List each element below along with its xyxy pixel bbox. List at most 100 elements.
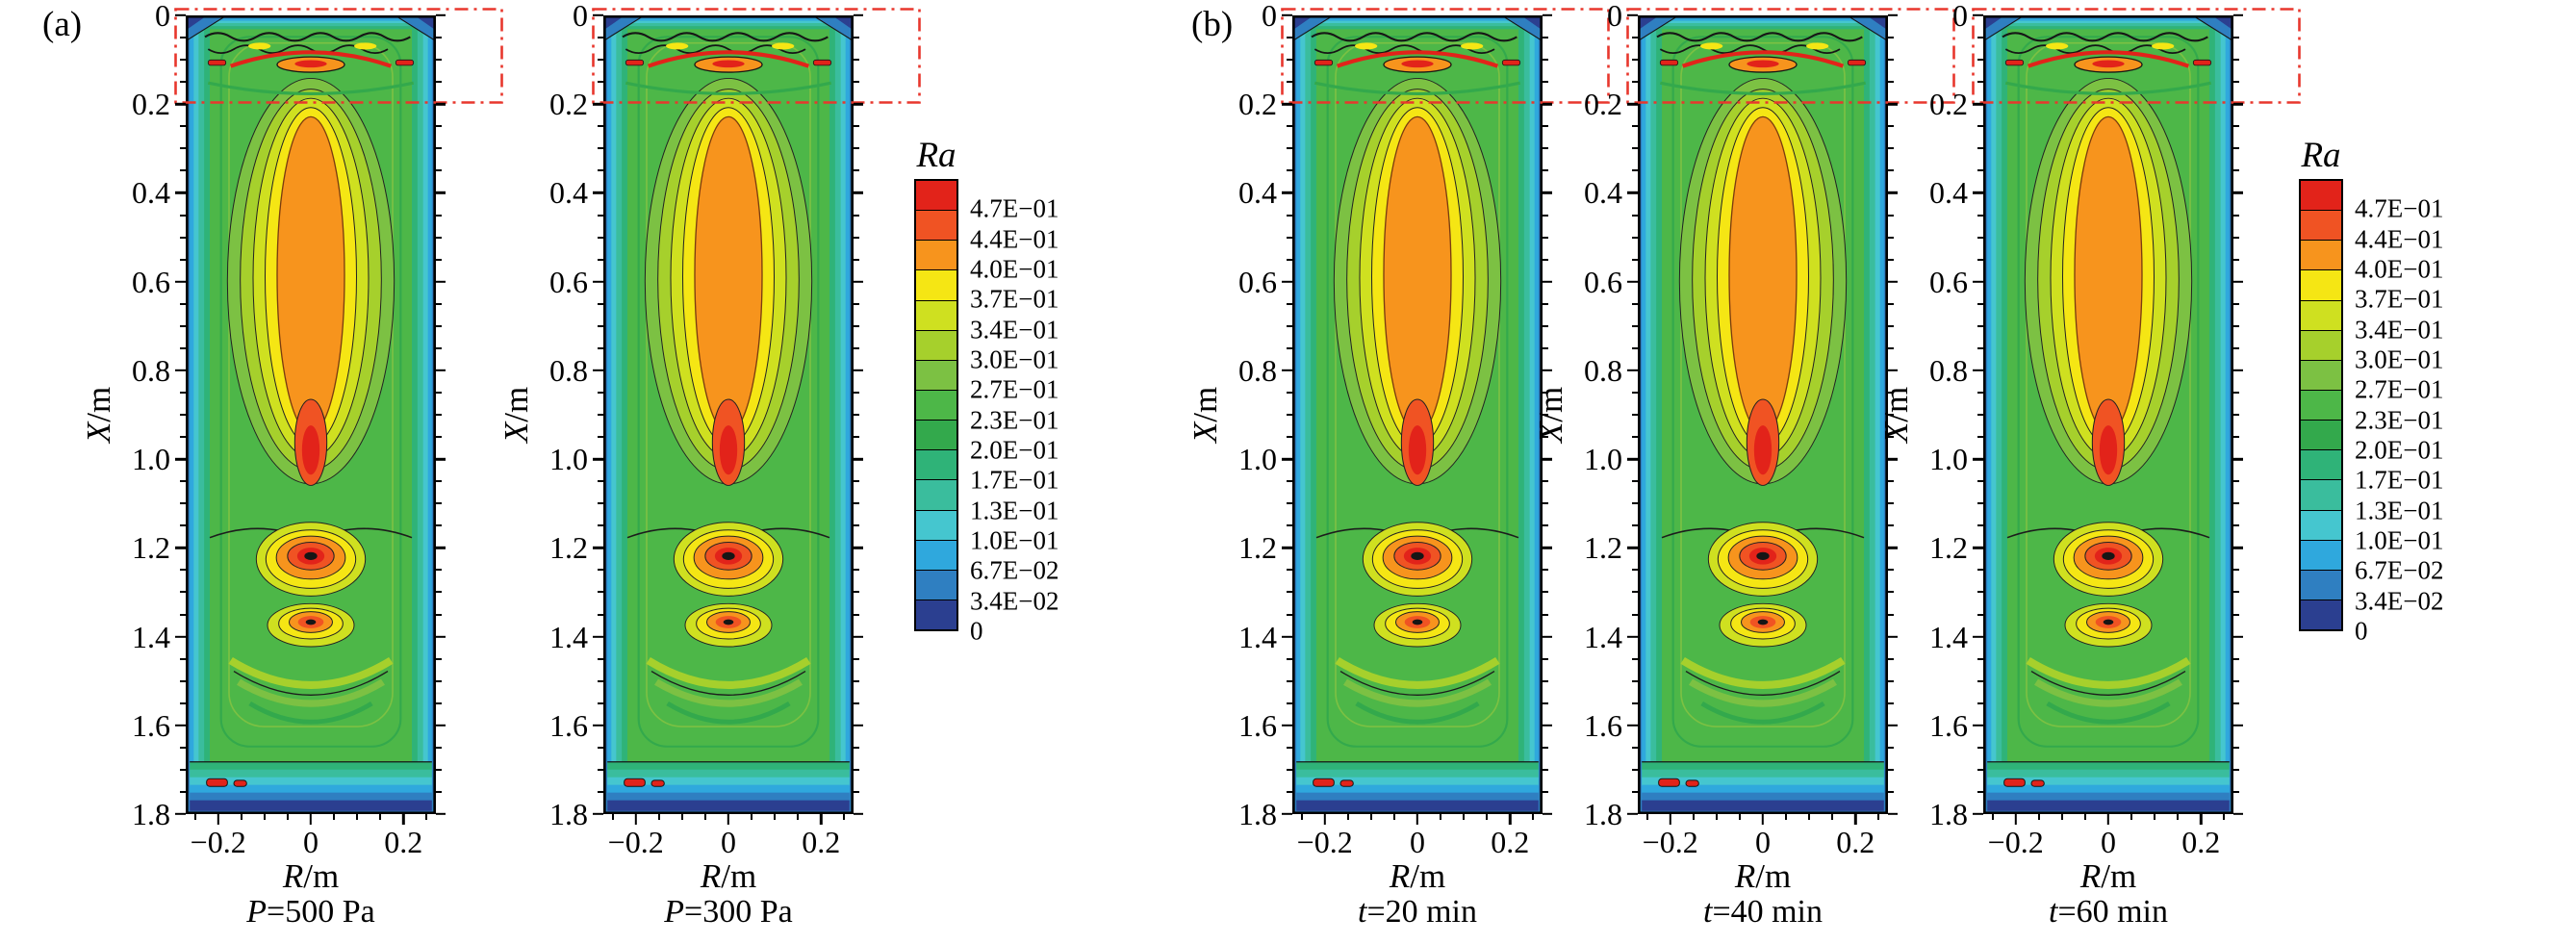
contour-field xyxy=(1292,15,1543,814)
y-axis-tick xyxy=(1543,702,1548,704)
y-axis-tick xyxy=(854,125,859,128)
y-tick-label: 0.2 xyxy=(132,87,170,122)
y-axis-tick xyxy=(180,302,186,305)
y-axis: 0 0.2 0.4 0.6 0.8 1.0 1.2 1.4 1.6 1.8 xyxy=(118,0,186,829)
y-axis-tick xyxy=(1888,746,1894,749)
colorbar-tick-label: 6.7E−02 xyxy=(970,555,1059,585)
y-axis-tick xyxy=(436,502,442,505)
y-axis-variable: X xyxy=(497,421,535,444)
y-axis-tick xyxy=(854,13,863,17)
y-axis-tick xyxy=(1627,103,1638,106)
y-axis-tick xyxy=(1282,724,1292,727)
y-axis-right xyxy=(1888,13,1901,816)
y-axis-tick xyxy=(2233,524,2239,527)
y-axis-right xyxy=(854,13,867,816)
x-axis-tick xyxy=(1346,814,1349,820)
y-tick-label: 1.6 xyxy=(132,707,170,743)
y-axis-tick xyxy=(1543,547,1552,549)
y-axis-tick xyxy=(1888,258,1894,261)
y-tick-label: 0 xyxy=(573,0,588,33)
y-axis-tick xyxy=(1632,236,1638,239)
y-axis-tick xyxy=(854,457,863,461)
y-axis-tick xyxy=(598,591,603,594)
y-axis-tick xyxy=(1977,591,1983,594)
y-axis-tick xyxy=(1627,13,1638,17)
x-axis-unit: /m xyxy=(2101,857,2137,895)
y-axis-tick xyxy=(436,812,446,816)
y-axis-tick xyxy=(598,324,603,327)
y-tick-label: 1.8 xyxy=(1238,797,1277,831)
y-axis-tick xyxy=(436,480,442,483)
y-axis-tick xyxy=(1888,169,1894,172)
condition-variable: P xyxy=(246,894,268,930)
y-axis-tick xyxy=(436,191,446,194)
y-axis-tick xyxy=(1543,569,1548,572)
y-axis-tick xyxy=(1543,591,1548,594)
roi-dashed-rectangle xyxy=(174,8,503,104)
y-axis-tick xyxy=(1287,169,1292,172)
y-axis-tick xyxy=(2233,13,2243,17)
y-axis-tick xyxy=(1287,657,1292,660)
y-axis-tick xyxy=(1287,436,1292,439)
y-axis-tick xyxy=(1543,147,1548,150)
colorbar-segment xyxy=(916,449,956,480)
y-axis-tick xyxy=(1287,125,1292,128)
y-axis-tick xyxy=(1543,768,1548,771)
x-axis: −0.2 0 0.2 xyxy=(1292,814,1543,860)
y-axis-tick xyxy=(1543,480,1548,483)
y-axis-tick xyxy=(175,280,186,283)
y-tick-label: 0.6 xyxy=(132,264,170,299)
colorbar-segment xyxy=(2301,599,2341,630)
x-axis-title: R/m xyxy=(1292,857,1543,896)
x-axis-tick xyxy=(1416,814,1419,825)
panel-a-label: (a) xyxy=(42,5,83,44)
y-axis-tick xyxy=(436,569,442,572)
y-axis-tick xyxy=(1888,369,1898,372)
y-axis-tick xyxy=(180,414,186,416)
y-axis-tick xyxy=(1977,679,1983,682)
y-axis-tick xyxy=(2233,679,2239,682)
x-axis-tick xyxy=(1509,814,1512,825)
y-axis-tick xyxy=(436,369,446,372)
y-axis-tick xyxy=(1973,280,1983,283)
y-axis: 0 0.2 0.4 0.6 0.8 1.0 1.2 1.4 1.6 1.8 xyxy=(1570,0,1638,829)
y-axis-tick xyxy=(1543,191,1552,194)
roi-dashed-rectangle xyxy=(592,8,921,104)
y-axis-tick xyxy=(2233,613,2239,616)
y-axis-tick xyxy=(598,480,603,483)
y-tick-label: 0.8 xyxy=(1238,352,1277,388)
y-axis-tick xyxy=(1888,480,1894,483)
colorbar-segment xyxy=(2301,181,2341,211)
plot-area xyxy=(1972,8,2301,814)
y-axis-tick xyxy=(180,147,186,150)
y-axis-tick xyxy=(1977,37,1983,39)
y-axis-tick xyxy=(1627,191,1638,194)
y-axis-tick xyxy=(1282,13,1292,17)
y-axis-tick xyxy=(1543,746,1548,749)
y-tick-label: 0.6 xyxy=(1238,264,1277,299)
y-axis-tick xyxy=(436,147,442,150)
y-tick-label: 1.0 xyxy=(549,442,588,477)
y-axis-tick xyxy=(598,702,603,704)
y-axis-tick xyxy=(1287,768,1292,771)
y-axis-tick xyxy=(1888,59,1894,62)
y-axis-tick xyxy=(1632,436,1638,439)
y-axis-tick xyxy=(1287,346,1292,349)
y-axis-tick xyxy=(854,702,859,704)
x-axis-tick xyxy=(1991,814,1994,820)
y-axis-title: X/m xyxy=(1186,387,1225,443)
colorbar-segment xyxy=(916,569,956,600)
y-axis-tick xyxy=(1543,59,1548,62)
y-tick-label: 0.2 xyxy=(1584,87,1622,122)
x-axis-tick xyxy=(1831,814,1834,820)
y-axis-tick xyxy=(1632,524,1638,527)
y-axis-tick xyxy=(598,524,603,527)
colorbar-segment xyxy=(916,181,956,211)
x-tick-label: 0 xyxy=(303,825,319,859)
y-axis-tick xyxy=(2233,147,2239,150)
y-axis-tick xyxy=(854,746,859,749)
colorbar-segment xyxy=(2301,269,2341,300)
y-tick-label: 1.2 xyxy=(549,530,588,566)
y-axis-tick xyxy=(1632,790,1638,793)
